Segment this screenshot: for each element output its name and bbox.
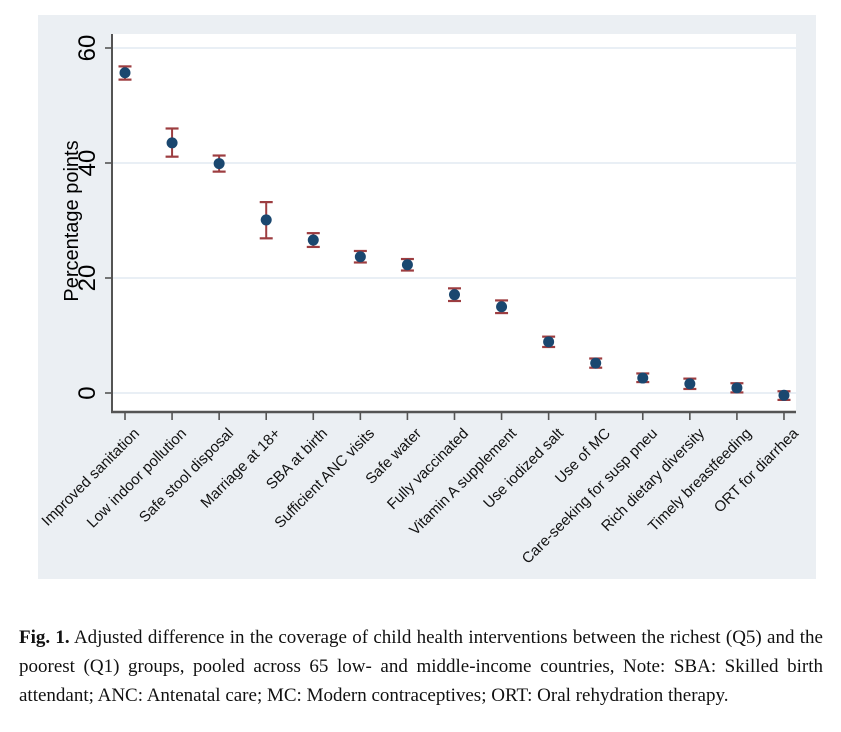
data-point-marker: [496, 301, 508, 313]
scatter-plot-canvas: [105, 34, 796, 420]
data-point-marker: [307, 234, 319, 246]
data-point-marker: [637, 372, 649, 384]
data-point-marker: [401, 259, 413, 271]
data-point-marker: [213, 158, 225, 170]
data-point-marker: [119, 67, 131, 79]
data-point-marker: [731, 382, 743, 394]
figure-caption: Fig. 1. Adjusted difference in the cover…: [19, 623, 823, 710]
data-point-marker: [590, 357, 602, 369]
y-tick-label: 0: [74, 386, 101, 400]
data-point-marker: [543, 336, 555, 348]
figure-caption-text: Adjusted difference in the coverage of c…: [19, 627, 823, 706]
data-point-marker: [684, 378, 696, 390]
data-point-marker: [448, 289, 460, 301]
y-tick-label: 40: [74, 149, 101, 177]
y-axis-title: Percentage points: [61, 140, 83, 302]
data-point-marker: [166, 137, 178, 149]
y-tick-label: 60: [74, 34, 101, 62]
data-point-marker: [354, 251, 366, 263]
data-point-marker: [778, 389, 790, 401]
y-tick-label: 20: [74, 264, 101, 292]
plot-area: [112, 34, 796, 412]
figure-caption-label: Fig. 1.: [19, 627, 70, 648]
figure-1-chart: Percentage points 0 20 40 60 Improved sanita…: [38, 15, 816, 579]
data-point-marker: [260, 214, 272, 226]
